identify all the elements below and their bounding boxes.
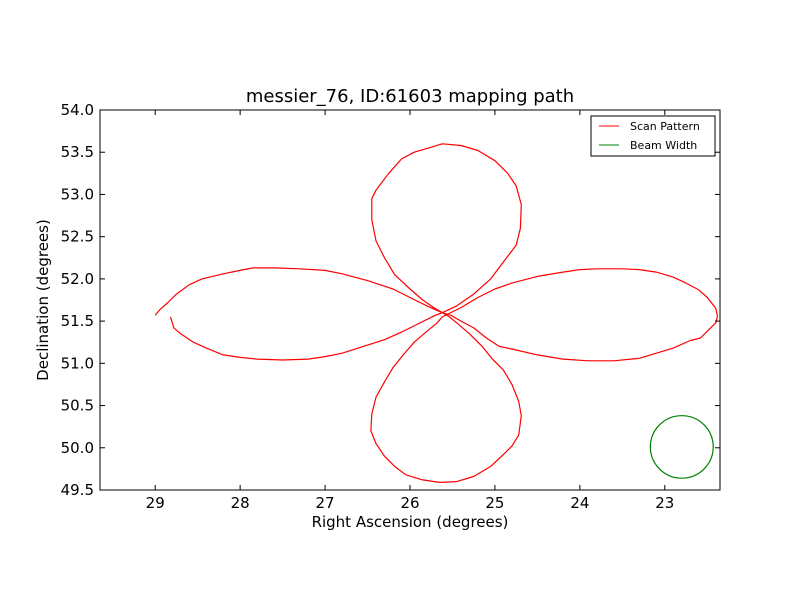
y-tick-label: 50.0: [61, 439, 94, 457]
x-tick-label: 27: [316, 494, 335, 512]
series-line-scan-pattern: [154, 143, 719, 483]
plot-area: [100, 110, 720, 490]
x-tick-label: 25: [485, 494, 504, 512]
legend-label-scan-pattern: Scan Pattern: [630, 120, 700, 133]
y-axis-label: Declination (degrees): [34, 219, 52, 381]
legend: Scan Pattern Beam Width: [590, 115, 716, 157]
legend-label-beam-width: Beam Width: [630, 139, 697, 152]
x-tick-label: 23: [655, 494, 674, 512]
series-circle-beam-width: [649, 415, 714, 479]
y-axis: 49.5 50.0 50.5 51.0 51.5 52.0 52.5 53.0 53.5 54.0: [61, 101, 720, 499]
y-tick-label: 52.5: [61, 228, 94, 246]
x-tick-label: 26: [400, 494, 419, 512]
legend-box: [590, 115, 716, 157]
y-tick-label: 53.5: [61, 143, 94, 161]
y-tick-label: 49.5: [61, 481, 94, 499]
x-tick-label: 24: [570, 494, 589, 512]
y-tick-label: 54.0: [61, 101, 94, 119]
y-tick-label: 51.0: [61, 354, 94, 372]
y-tick-label: 50.5: [61, 397, 94, 415]
x-tick-label: 28: [231, 494, 250, 512]
x-axis: 29 28 27 26 25 24 23: [146, 110, 674, 512]
x-axis-label: Right Ascension (degrees): [312, 513, 509, 531]
x-tick-label: 29: [146, 494, 165, 512]
y-tick-label: 51.5: [61, 312, 94, 330]
y-tick-label: 52.0: [61, 270, 94, 288]
chart-title: messier_76, ID:61603 mapping path: [246, 86, 574, 107]
y-tick-label: 53.0: [61, 185, 94, 203]
series-layer: [154, 143, 719, 483]
